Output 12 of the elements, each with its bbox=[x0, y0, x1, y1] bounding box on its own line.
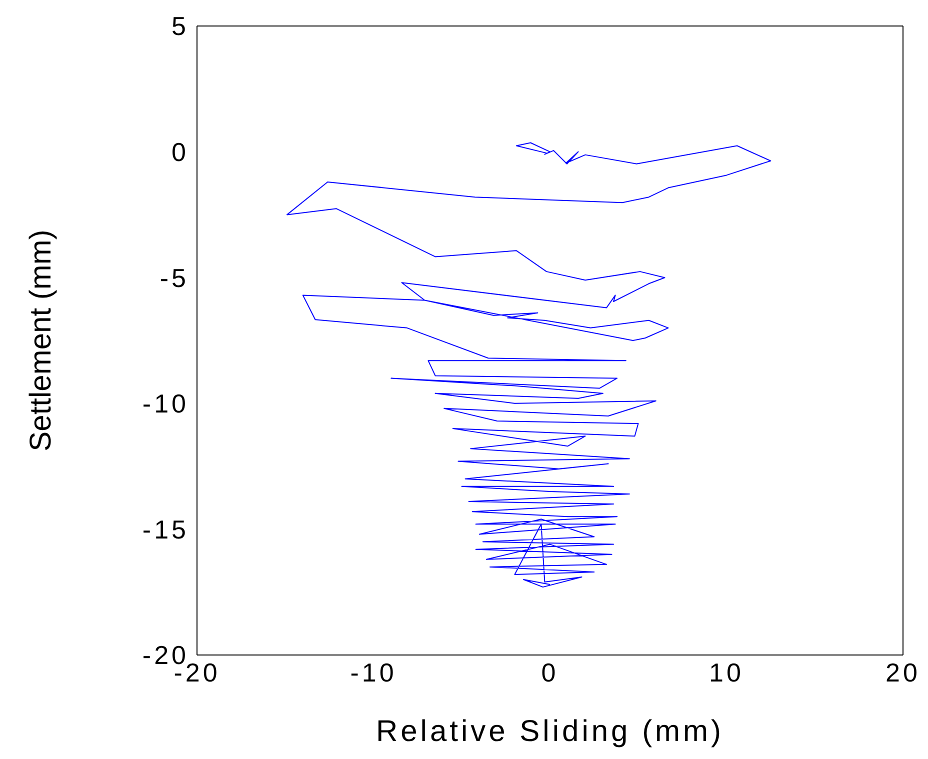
y-tick-label: 5 bbox=[172, 11, 189, 42]
y-tick-label: -15 bbox=[142, 514, 189, 544]
y-tick-label: 0 bbox=[172, 137, 189, 168]
y-tick-label: -10 bbox=[142, 388, 189, 419]
x-tick-label: 10 bbox=[709, 657, 744, 688]
x-tick-label: -10 bbox=[350, 657, 397, 688]
x-tick-label: 20 bbox=[886, 657, 920, 688]
x-axis-title: Relative Sliding (mm) bbox=[376, 715, 724, 748]
line-series bbox=[286, 142, 772, 588]
y-axis-title: Settlement (mm) bbox=[24, 230, 58, 452]
y-tick-label: -5 bbox=[160, 262, 189, 293]
x-tick-label: 0 bbox=[541, 657, 559, 688]
